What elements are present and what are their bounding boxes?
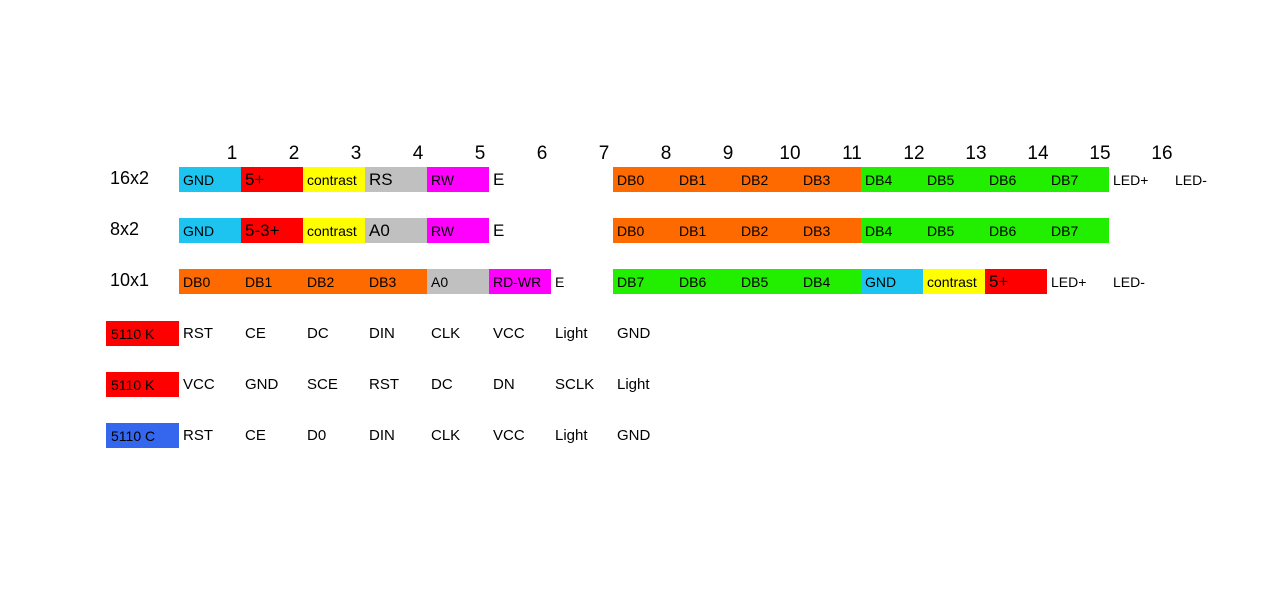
module-pin: CE <box>245 325 266 342</box>
pin-cell: LED- <box>1175 171 1207 188</box>
pin-cell: DB0 <box>613 167 675 192</box>
pin-cell: 5+ <box>985 269 1047 294</box>
pin-number-8: 8 <box>660 143 672 164</box>
module-pin: D0 <box>307 427 327 444</box>
pin-cell: RW <box>427 218 489 243</box>
pin-cell: DB2 <box>303 269 365 294</box>
pin-cell: DB4 <box>861 167 923 192</box>
module-pin: VCC <box>493 427 525 444</box>
pin-number-16: 16 <box>1151 143 1173 164</box>
pin-cell: DB7 <box>1047 167 1109 192</box>
module-label-5110-K: 5110 K <box>106 321 179 346</box>
pin-cell <box>551 218 613 243</box>
pin-number-14: 14 <box>1027 143 1049 164</box>
row-label-8x2: 8x2 <box>110 219 140 239</box>
module-pin: Light <box>617 376 650 393</box>
pin-number-1: 1 <box>226 143 238 164</box>
module-pin: CLK <box>431 427 461 444</box>
pin-cell: DB2 <box>737 218 799 243</box>
module-pin: CE <box>245 427 266 444</box>
pin-cell: RW <box>427 167 489 192</box>
pin-cell: DB3 <box>365 269 427 294</box>
pin-cell: LED+ <box>1051 273 1087 290</box>
pin-number-3: 3 <box>350 143 362 164</box>
module-pin: DIN <box>369 325 395 342</box>
module-pin: DIN <box>369 427 395 444</box>
pin-number-10: 10 <box>779 143 801 164</box>
module-label-5110-C: 5110 C <box>106 423 179 448</box>
module-pin: RST <box>369 376 399 393</box>
module-pin: RST <box>183 427 213 444</box>
module-pin: Light <box>555 325 588 342</box>
pin-number-13: 13 <box>965 143 987 164</box>
module-pin: VCC <box>183 376 215 393</box>
pin-cell: E <box>555 273 565 290</box>
module-pin: GND <box>245 376 279 393</box>
pin-cell: RS <box>365 167 427 192</box>
pin-number-11: 11 <box>842 143 862 164</box>
pin-cell: LED- <box>1113 273 1145 290</box>
pin-number-6: 6 <box>536 143 548 164</box>
row-label-16x2: 16x2 <box>110 168 150 188</box>
module-pin: Light <box>555 427 588 444</box>
pin-cell: DB1 <box>241 269 303 294</box>
pin-cell: DB6 <box>985 167 1047 192</box>
pin-number-4: 4 <box>412 143 424 164</box>
module-pin: DN <box>493 376 515 393</box>
module-pin: RST <box>183 325 213 342</box>
pin-cell: 5+ <box>241 167 303 192</box>
pin-cell: GND <box>179 218 241 243</box>
pin-cell: GND <box>861 269 923 294</box>
pin-cell: DB0 <box>179 269 241 294</box>
module-pin: SCLK <box>555 376 595 393</box>
module-pin: GND <box>617 325 651 342</box>
pin-cell: contrast <box>303 218 365 243</box>
pin-number-9: 9 <box>722 143 734 164</box>
pin-cell: DB4 <box>799 269 861 294</box>
pin-cell: DB5 <box>923 167 985 192</box>
pin-cell: E <box>493 220 505 240</box>
module-label-5110-K: 5110 K <box>106 372 179 397</box>
pin-cell: contrast <box>303 167 365 192</box>
pin-cell: DB3 <box>799 218 861 243</box>
module-pin: GND <box>617 427 651 444</box>
row-label-10x1: 10x1 <box>110 270 150 290</box>
module-pin: DC <box>431 376 453 393</box>
module-pin: DC <box>307 325 329 342</box>
pin-cell: DB1 <box>675 218 737 243</box>
pin-cell: DB2 <box>737 167 799 192</box>
pin-cell: 5-3+ <box>241 218 303 243</box>
pin-cell <box>551 167 613 192</box>
pin-cell: E <box>493 169 505 189</box>
pin-number-2: 2 <box>288 143 300 164</box>
pin-cell: DB7 <box>613 269 675 294</box>
pin-cell: DB0 <box>613 218 675 243</box>
module-pin: SCE <box>307 376 338 393</box>
pin-cell: DB1 <box>675 167 737 192</box>
pin-cell: DB4 <box>861 218 923 243</box>
pin-number-15: 15 <box>1089 143 1111 164</box>
pin-cell: DB3 <box>799 167 861 192</box>
pin-cell: DB5 <box>923 218 985 243</box>
pin-cell: DB7 <box>1047 218 1109 243</box>
pin-cell: DB6 <box>675 269 737 294</box>
pin-number-5: 5 <box>474 143 486 164</box>
pin-cell: A0 <box>427 269 489 294</box>
pin-cell: contrast <box>923 269 985 294</box>
pin-number-12: 12 <box>903 143 925 164</box>
pin-number-7: 7 <box>598 143 610 164</box>
module-pin: CLK <box>431 325 461 342</box>
module-pin: VCC <box>493 325 525 342</box>
pin-cell: DB5 <box>737 269 799 294</box>
pin-cell: RD-WR <box>489 269 551 294</box>
pin-cell: A0 <box>365 218 427 243</box>
pin-cell: LED+ <box>1113 171 1149 188</box>
pin-cell: DB6 <box>985 218 1047 243</box>
pin-cell: GND <box>179 167 241 192</box>
